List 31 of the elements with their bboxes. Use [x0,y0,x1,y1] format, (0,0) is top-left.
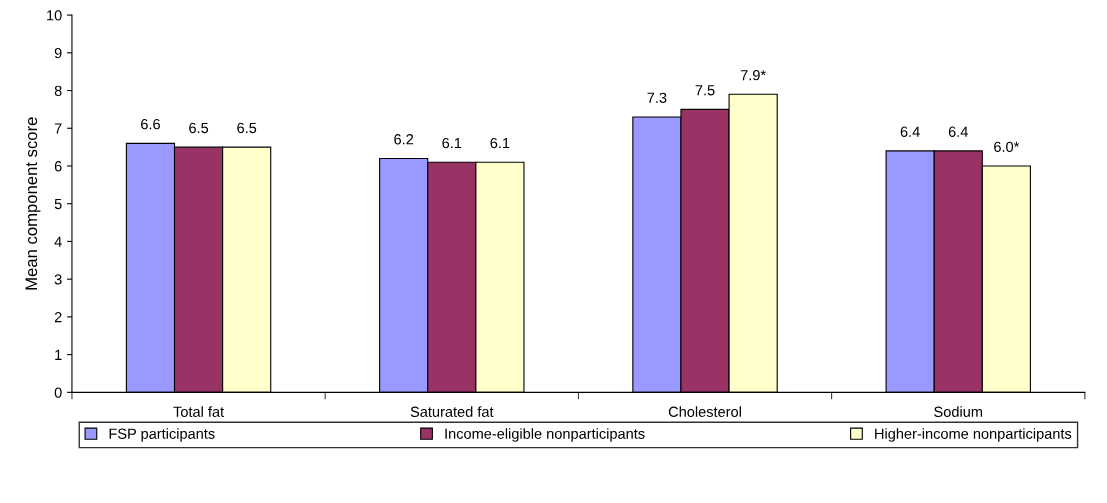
x-tick-label: Sodium [934,406,983,417]
y-axis-title: Mean component score [25,117,41,290]
data-label: 6.5 [237,122,257,134]
y-tick-label: 10 [47,10,62,21]
data-label: 6.4 [948,126,968,137]
y-tick-label: 5 [54,198,62,210]
data-label: 6.5 [189,122,209,134]
y-tick-label: 2 [54,311,62,323]
legend-label: FSP participants [109,428,215,442]
y-tick-label: 1 [55,349,62,360]
y-tick-label: 0 [54,387,62,398]
data-label: 6.4 [900,126,920,137]
data-label: 6.1 [490,137,510,149]
data-label: 6.6 [141,119,160,130]
data-label: 7.5 [695,85,715,96]
x-tick-label: Cholesterol [668,406,741,417]
y-tick-label: 7 [54,123,62,134]
legend-label: Higher-income nonparticipants [875,428,1072,442]
data-label: 6.2 [394,134,414,145]
data-label: 6.1 [442,137,462,149]
data-label: 6.0* [994,141,1020,152]
y-tick-label: 9 [54,47,62,59]
y-tick-label: 4 [54,236,62,247]
y-tick-label: 8 [54,85,62,96]
data-label: 7.3 [647,92,667,103]
x-tick-label: Saturated fat [410,406,494,417]
legend-label: Income-eligible nonparticipants [445,428,645,442]
y-tick-label: 6 [54,161,62,172]
x-tick-label: Total fat [173,406,224,417]
data-label: 7.9* [740,69,766,81]
y-tick-label: 3 [54,274,62,285]
